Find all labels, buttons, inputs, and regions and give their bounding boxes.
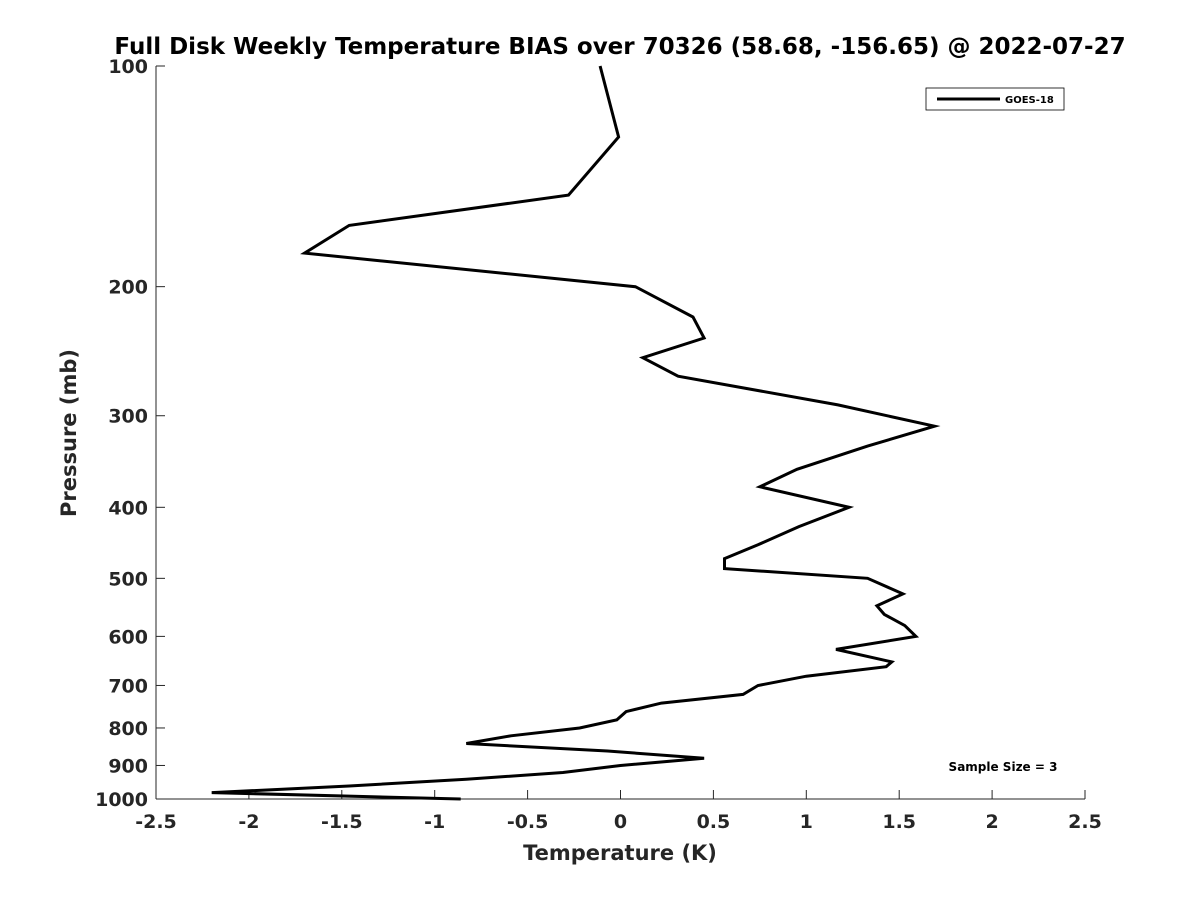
x-tick-label: 1.5: [882, 811, 916, 833]
x-tick-label: 2.5: [1068, 811, 1102, 833]
x-tick-label: 1: [800, 811, 813, 833]
y-tick-label: 300: [108, 406, 148, 428]
y-tick-label: 700: [108, 675, 148, 697]
x-tick-label: -2: [238, 811, 259, 833]
legend: GOES-18: [925, 87, 1065, 111]
legend-label-goes-18: GOES-18: [1005, 95, 1054, 106]
chart-title: Full Disk Weekly Temperature BIAS over 7…: [114, 34, 1125, 60]
x-tick-label: -2.5: [135, 811, 177, 833]
y-tick-label: 100: [108, 56, 148, 78]
series-line-goes-18: [211, 65, 941, 801]
sample-size-annotation: Sample Size = 3: [949, 760, 1058, 774]
x-axis-label: Temperature (K): [523, 841, 717, 865]
y-tick-label: 500: [108, 568, 148, 590]
x-tick-label: -1: [424, 811, 445, 833]
x-tick-label: -1.5: [321, 811, 363, 833]
y-tick-label: 200: [108, 277, 148, 299]
y-tick-label: 1000: [95, 789, 148, 811]
x-axis: -2.5 -2 -1.5 -1 -0.5 0 0.5 1 1.5 2 2.5: [135, 790, 1102, 833]
y-axis: 100 200 300 400 500 600 700 800 900 1000: [95, 56, 165, 811]
y-tick-label: 800: [108, 718, 148, 740]
x-tick-label: 2: [985, 811, 998, 833]
y-tick-label: 400: [108, 497, 148, 519]
plot-area: [155, 66, 1085, 800]
y-tick-label: 900: [108, 755, 148, 777]
x-tick-label: -0.5: [507, 811, 549, 833]
x-tick-label: 0.5: [697, 811, 731, 833]
y-tick-label: 600: [108, 626, 148, 648]
x-tick-label: 0: [614, 811, 627, 833]
y-axis-label: Pressure (mb): [57, 349, 81, 517]
